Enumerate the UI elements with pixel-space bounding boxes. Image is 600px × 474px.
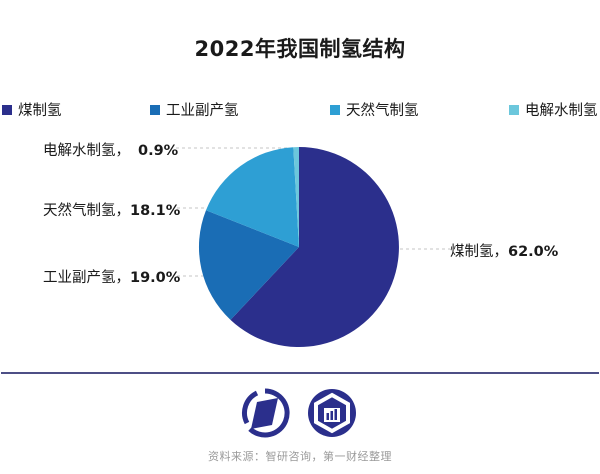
data-label-coal: 煤制氢，62.0% [450, 244, 559, 260]
legend-item-electrolysis: 电解水制氢 [509, 99, 598, 120]
yicai-logo-icon [308, 389, 356, 437]
legend-item-coal: 煤制氢 [2, 99, 62, 120]
leader-lines [176, 147, 450, 277]
data-label-industrial: 工业副产氢，19.0% [43, 270, 181, 286]
pie-slice-industrial [198, 210, 299, 320]
pie-slice-gas [206, 147, 299, 247]
legend-label: 煤制氢 [18, 103, 62, 119]
pie-slice-coal [230, 147, 399, 347]
legend-swatch-gas [330, 104, 340, 115]
pie-slice-electrolysis [293, 147, 299, 247]
legend-label: 工业副产氢 [166, 103, 239, 119]
legend-swatch-coal [2, 104, 12, 115]
legend-label: 电解水制氢 [525, 103, 598, 119]
legend-label: 天然气制氢 [346, 103, 419, 119]
legend-swatch-industrial [150, 104, 160, 115]
data-label-electrolysis: 电解水制氢， 0.9% [43, 143, 179, 159]
legend-item-industrial: 工业副产氢 [150, 99, 239, 120]
source-note: 资料来源：智研咨询，第一财经整理 [208, 450, 392, 463]
data-label-gas: 天然气制氢，18.1% [43, 203, 181, 219]
legend-item-gas: 天然气制氢 [330, 99, 419, 120]
zhiyan-logo-icon [242, 388, 290, 438]
chart-legend: 煤制氢 工业副产氢 天然气制氢 电解水制氢 [0, 99, 600, 119]
legend-swatch-electrolysis [509, 104, 519, 115]
divider [1, 372, 599, 374]
chart-title: 2022年我国制氢结构 [194, 37, 406, 61]
